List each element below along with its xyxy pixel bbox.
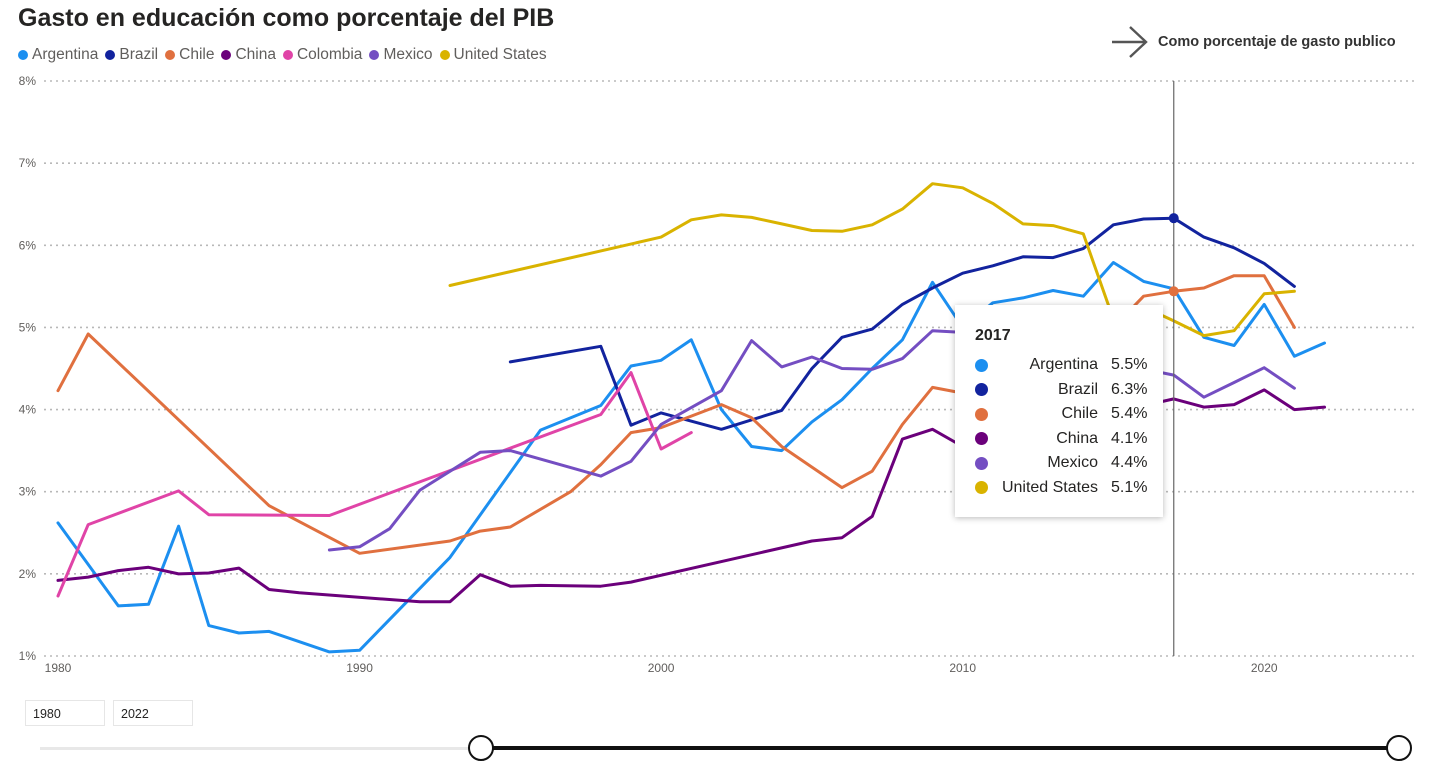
- tooltip-row: China 4.1%: [975, 427, 1147, 452]
- tooltip-row: Chile 5.4%: [975, 402, 1147, 427]
- y-tick-label: 7%: [19, 156, 37, 170]
- tooltip-value: 5.1%: [1111, 478, 1148, 496]
- tooltip-marker: [975, 481, 988, 495]
- tooltip-marker: [975, 456, 988, 470]
- legend-item[interactable]: Brazil: [105, 46, 158, 64]
- y-tick-label: 3%: [19, 485, 37, 499]
- legend-item[interactable]: Chile: [165, 46, 214, 64]
- y-tick-label: 1%: [19, 649, 37, 663]
- legend-marker: [369, 50, 380, 60]
- tooltip-value: 5.5%: [1111, 356, 1148, 374]
- legend-item[interactable]: United States: [439, 46, 547, 64]
- tooltip-row: Brazil 6.3%: [975, 378, 1147, 403]
- legend-marker: [165, 50, 176, 60]
- tooltip-series-name: Brazil: [1057, 380, 1098, 398]
- range-slider-selection: [481, 746, 1399, 750]
- legend-label: Colombia: [296, 46, 363, 63]
- series-line[interactable]: [56, 274, 1296, 555]
- tooltip-value: 6.3%: [1111, 380, 1148, 398]
- tooltip-value: 5.4%: [1111, 405, 1148, 423]
- x-tick-label: 1980: [45, 661, 72, 675]
- y-tick-label: 4%: [19, 403, 37, 417]
- tooltip-row: United States 5.1%: [975, 476, 1147, 501]
- y-tick-label: 8%: [19, 74, 37, 88]
- x-tick-label: 2020: [1251, 661, 1278, 675]
- chart-title: Gasto en educación como porcentaje del P…: [18, 4, 555, 32]
- legend-label: Argentina: [32, 46, 99, 63]
- legend-label: United States: [453, 46, 547, 63]
- range-end-input[interactable]: 2022: [113, 700, 193, 726]
- x-tick-label: 1990: [346, 661, 373, 675]
- legend-marker: [282, 50, 293, 60]
- hover-point: [1168, 213, 1179, 224]
- tooltip-rows: Argentina 5.5% Brazil 6.3% Chile 5.4% China 4.1…: [975, 353, 1147, 500]
- tooltip-marker: [975, 432, 988, 446]
- y-axis: 1% 2% 3% 4% 5% 6% 7% 8%: [19, 74, 37, 663]
- nav-link-label: Como porcentaje de gasto publico: [1158, 34, 1396, 50]
- legend-item[interactable]: China: [221, 46, 276, 64]
- tooltip: 2017 Argentina 5.5% Brazil 6.3% Chile 5.4% Chi…: [955, 305, 1163, 517]
- tooltip-series-name: Chile: [1061, 405, 1098, 423]
- legend-marker: [439, 50, 450, 60]
- tooltip-value: 4.1%: [1111, 429, 1148, 447]
- range-slider-end-handle[interactable]: [1386, 735, 1412, 761]
- series-line[interactable]: [56, 261, 1326, 654]
- series-line[interactable]: [56, 388, 1326, 604]
- x-axis: 1980 1990 2000 2010 2020: [45, 661, 1278, 675]
- tooltip-series-name: Argentina: [1029, 356, 1099, 374]
- tooltip-series-name: United States: [1001, 478, 1098, 496]
- x-tick-label: 2000: [648, 661, 675, 675]
- legend-item[interactable]: Mexico: [369, 46, 433, 64]
- legend-marker: [105, 50, 116, 60]
- tooltip-series-name: China: [1056, 429, 1098, 447]
- x-tick-label: 2010: [949, 661, 976, 675]
- series-lines: [56, 182, 1326, 654]
- tooltip-series-name: Mexico: [1047, 454, 1098, 472]
- series-line[interactable]: [327, 329, 1296, 552]
- gridlines: [44, 80, 1415, 657]
- series-line[interactable]: [508, 216, 1296, 431]
- legend: Argentina Brazil Chile China Colombia Mexico U…: [18, 46, 554, 64]
- legend-label: Chile: [179, 46, 215, 63]
- tooltip-marker: [975, 407, 988, 421]
- legend-item[interactable]: Argentina: [18, 46, 98, 64]
- tooltip-year: 2017: [975, 327, 1011, 344]
- hover-crosshair: [1168, 81, 1179, 656]
- tooltip-row: Argentina 5.5%: [975, 353, 1147, 378]
- tooltip-value: 4.4%: [1111, 454, 1148, 472]
- tooltip-row: Mexico 4.4%: [975, 451, 1147, 476]
- line-chart[interactable]: 1% 2% 3% 4% 5% 6% 7% 8% 1980 1990 2000 2010 2020: [0, 0, 1450, 690]
- tooltip-marker: [975, 383, 988, 397]
- nav-link-public-spending[interactable]: Como porcentaje de gasto publico: [1110, 24, 1396, 60]
- legend-item[interactable]: Colombia: [282, 46, 363, 64]
- arrow-right-icon: [1112, 26, 1148, 58]
- legend-marker: [221, 50, 232, 60]
- y-tick-label: 5%: [19, 320, 37, 334]
- legend-label: China: [235, 46, 276, 63]
- legend-label: Brazil: [119, 46, 159, 63]
- series-line[interactable]: [448, 182, 1296, 338]
- range-slider-start-handle[interactable]: [468, 735, 494, 761]
- hover-point: [1168, 286, 1179, 297]
- legend-marker: [18, 50, 28, 60]
- y-tick-label: 2%: [19, 567, 37, 581]
- tooltip-marker: [975, 358, 988, 372]
- range-start-input[interactable]: 1980: [25, 700, 105, 726]
- legend-label: Mexico: [383, 46, 433, 63]
- y-tick-label: 6%: [19, 238, 37, 252]
- series-line[interactable]: [56, 371, 693, 598]
